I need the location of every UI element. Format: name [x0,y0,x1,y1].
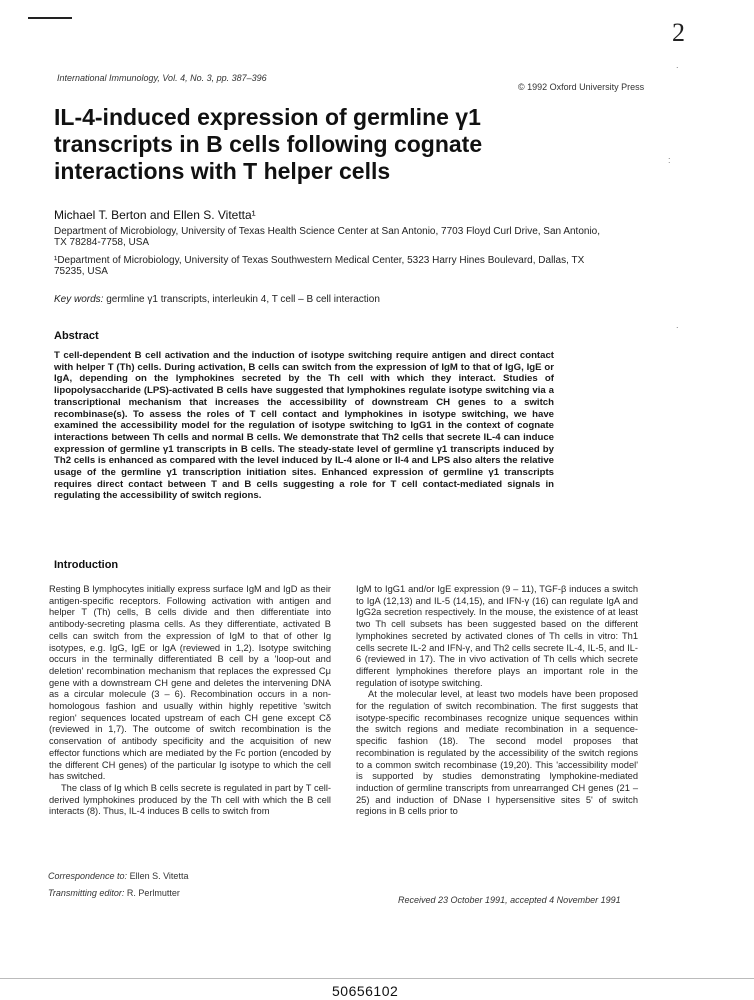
correspondence-block: Correspondence to: Ellen S. Vitetta Tran… [48,868,188,902]
introduction-heading: Introduction [54,559,119,571]
keywords-label: Key words: [54,294,104,305]
document-number: 50656102 [332,983,399,999]
margin-speck: . [676,320,679,330]
body-paragraph: At the molecular level, at least two mod… [356,689,638,817]
handwritten-page-mark: 2 [672,18,685,47]
editor-value: R. Perlmutter [126,888,180,898]
affiliation-1: Department of Microbiology, University o… [54,226,601,248]
margin-speck: : [668,155,671,165]
body-paragraph: Resting B lymphocytes initially express … [49,584,331,782]
abstract-heading: Abstract [54,330,99,342]
correspondence-value: Ellen S. Vitetta [129,871,189,881]
correspondence-line: Correspondence to: Ellen S. Vitetta [48,868,188,885]
affiliation-2: ¹Department of Microbiology, University … [54,255,585,277]
body-paragraph: IgM to IgG1 and/or IgE expression (9 – 1… [356,584,638,688]
editor-label: Transmitting editor: [48,888,125,898]
abstract-text: T cell-dependent B cell activation and t… [54,350,554,502]
bottom-rule [0,978,754,979]
journal-citation: International Immunology, Vol. 4, No. 3,… [57,73,267,83]
margin-speck: . [676,60,679,70]
body-column-right: IgM to IgG1 and/or IgE expression (9 – 1… [356,584,638,818]
keywords-value: germline γ1 transcripts, interleukin 4, … [106,294,380,305]
keywords: Key words: germline γ1 transcripts, inte… [54,294,380,305]
paper-title: IL-4-induced expression of germline γ1 t… [54,104,483,184]
top-left-rule [28,17,72,19]
author-list: Michael T. Berton and Ellen S. Vitetta¹ [54,208,256,222]
copyright-notice: © 1992 Oxford University Press [518,82,645,92]
body-paragraph: The class of Ig which B cells secrete is… [49,782,331,817]
received-dates: Received 23 October 1991, accepted 4 Nov… [398,895,621,905]
editor-line: Transmitting editor: R. Perlmutter [48,885,188,902]
body-column-left: Resting B lymphocytes initially express … [49,584,331,818]
correspondence-label: Correspondence to: [48,871,128,881]
